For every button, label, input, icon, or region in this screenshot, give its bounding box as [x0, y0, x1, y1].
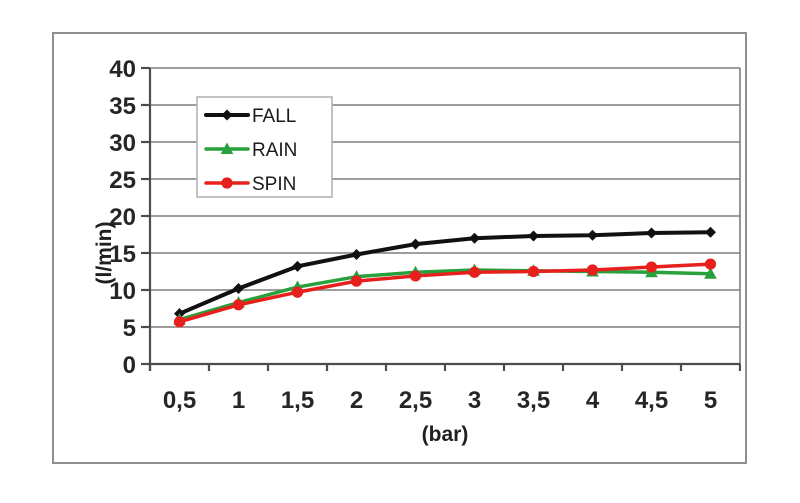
x-tick-label: 2,5 — [399, 387, 432, 414]
legend-label-fall: FALL — [252, 106, 296, 127]
legend-label-spin: SPIN — [252, 174, 296, 195]
series-marker-spin — [173, 316, 186, 328]
y-tick-label: 20 — [109, 204, 136, 231]
series-line-spin — [177, 262, 713, 324]
series-marker-fall — [410, 238, 421, 250]
series-marker-spin — [350, 275, 363, 287]
y-tick-label: 35 — [109, 93, 136, 120]
series-marker-spin — [232, 299, 245, 311]
x-tick-label: 3 — [468, 387, 481, 414]
flow-rate-line-chart: 0 5 10 15 20 25 30 35 40 0,5 1 1,5 2 2,5 3 3,5 4 4,5 5 FALL… — [93, 56, 741, 446]
series-marker-spin — [468, 266, 481, 278]
y-tick-label: 25 — [109, 167, 136, 194]
series-line-fall — [177, 230, 713, 316]
series-marker-spin — [527, 265, 540, 278]
figure-frame: 0 5 10 15 20 25 30 35 40 0,5 1 1,5 2 2,5 3 3,5 4 4,5 5 FALL… — [52, 32, 747, 464]
y-tick-label: 40 — [109, 56, 136, 83]
series-marker-fall — [351, 248, 362, 260]
series-marker-fall — [705, 226, 716, 238]
series-marker-spin — [645, 261, 658, 273]
y-tick-label: 5 — [123, 315, 136, 342]
x-tick-label: 4,5 — [635, 387, 668, 414]
y-tick-label: 10 — [109, 278, 136, 305]
x-tick-label: 1,5 — [281, 387, 314, 414]
legend-marker-fall — [221, 109, 233, 121]
series-marker-fall — [469, 232, 480, 244]
series-marker-fall — [646, 227, 657, 239]
x-tick-label: 5 — [704, 387, 717, 414]
y-tick-label: 30 — [109, 130, 136, 157]
x-tick-label: 3,5 — [517, 387, 550, 414]
legend-label-rain: RAIN — [252, 140, 297, 161]
series-marker-spin — [586, 264, 599, 276]
series-marker-spin — [291, 286, 304, 298]
series-marker-spin — [409, 270, 422, 282]
x-tick-label: 0,5 — [163, 387, 196, 414]
legend-marker-spin — [221, 177, 233, 189]
series-marker-fall — [528, 230, 539, 242]
series-marker-spin — [704, 258, 717, 270]
series-marker-fall — [233, 283, 244, 295]
y-tick-label: 0 — [123, 352, 136, 379]
x-tick-label: 1 — [232, 387, 245, 414]
x-tick-label: 2 — [350, 387, 363, 414]
series-marker-fall — [292, 260, 303, 272]
legend-marker-rain — [220, 142, 234, 154]
y-tick-label: 15 — [109, 241, 136, 268]
x-tick-label: 4 — [586, 387, 600, 414]
chart-plot-area: 0 5 10 15 20 25 30 35 40 0,5 1 1,5 2 2,5 3 3,5 4 4,5 5 FALL… — [109, 56, 741, 414]
series-line-rain — [177, 268, 713, 322]
x-axis-title: (bar) — [422, 423, 469, 446]
series-marker-rain — [704, 267, 717, 279]
y-axis-title: (l/min) — [93, 222, 116, 285]
series-marker-fall — [587, 229, 598, 241]
